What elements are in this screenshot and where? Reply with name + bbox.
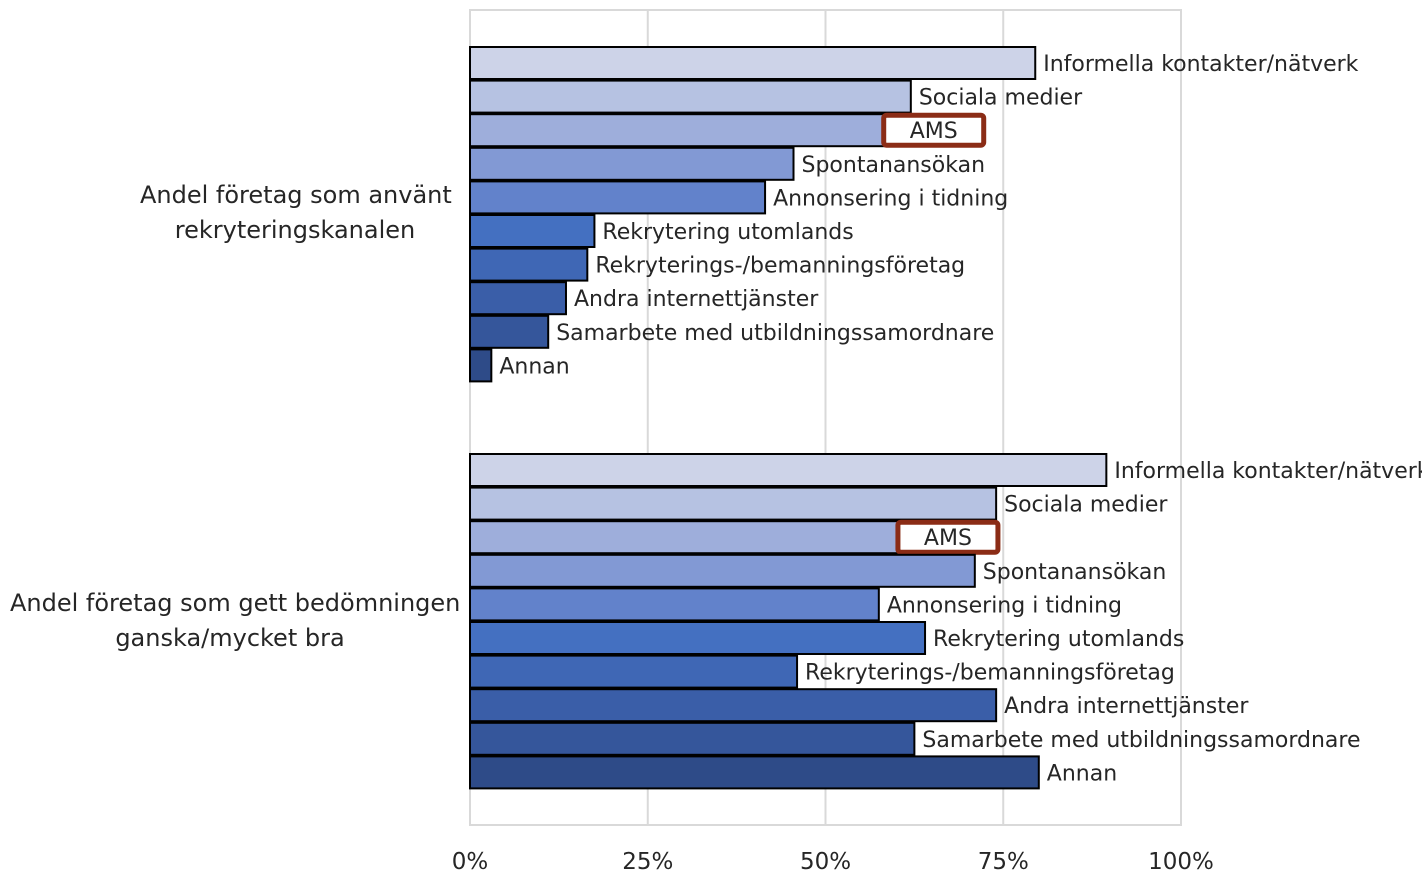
bar-rated: [469, 587, 880, 622]
bar-rated: [469, 688, 998, 723]
x-tick-label: 75%: [978, 849, 1029, 873]
bar-label: Annonsering i tidning: [887, 593, 1122, 618]
x-tick-label: 100%: [1148, 849, 1214, 873]
bar-rated: [469, 553, 976, 588]
bar-used: [469, 113, 905, 148]
group-label-rated-line1: Andel företag som gett bedömningen: [10, 589, 461, 617]
bar-rated: [469, 621, 927, 655]
bar-label: AMS: [924, 526, 972, 551]
bar-used: [469, 314, 550, 349]
bar-rated: [469, 721, 916, 756]
bar-label: Andra internettjänster: [1004, 694, 1249, 719]
bar-rated: [469, 755, 1040, 790]
x-tick-label: 50%: [800, 849, 851, 873]
group-label-used-line2: rekryteringskanalen: [174, 216, 416, 244]
bar-label: Rekrytering utomlands: [602, 220, 853, 245]
highlight-box: [881, 112, 987, 148]
group-label-rated-line2: ganska/mycket bra: [115, 624, 345, 652]
bar-label: Sociala medier: [919, 86, 1083, 111]
bar-used: [469, 46, 1037, 80]
x-tick-label: 0%: [452, 849, 489, 873]
bar-label: Spontanansökan: [802, 153, 986, 178]
bar-used: [469, 214, 596, 248]
bar-used: [469, 180, 767, 215]
bar-rated: [469, 486, 998, 521]
group-label-used-line1: Andel företag som använt: [140, 181, 452, 209]
bar-label: Samarbete med utbildningssamordnare: [922, 728, 1360, 753]
bar-label: Rekrytering utomlands: [933, 627, 1184, 652]
bar-label: Andra internettjänster: [574, 287, 819, 312]
bar-rated: [469, 453, 1108, 487]
bar-label: Samarbete med utbildningssamordnare: [556, 321, 994, 346]
bar-label: Informella kontakter/nätverk: [1114, 459, 1422, 484]
bar-rated: [469, 654, 799, 689]
bar-label: Rekryterings-/bemanningsföretag: [595, 254, 965, 279]
bar-label: Rekryterings-/bemanningsföretag: [805, 661, 1175, 686]
bar-label: Spontanansökan: [983, 560, 1167, 585]
bar-label: Informella kontakter/nätverk: [1043, 52, 1358, 77]
bar-label: Annonsering i tidning: [773, 186, 1008, 211]
bar-used: [469, 79, 912, 114]
bar-label: Sociala medier: [1004, 493, 1168, 518]
bar-used: [469, 348, 493, 383]
group-label-used: Andel företag som använt rekryteringskan…: [140, 178, 452, 248]
bar-used: [469, 247, 589, 282]
highlight-box: [895, 519, 1001, 555]
group-label-rated: Andel företag som gett bedömningen gansk…: [10, 586, 461, 656]
bar-used: [469, 146, 795, 181]
bar-label: Annan: [1047, 761, 1117, 786]
bar-rated: [469, 520, 919, 555]
x-tick-label: 25%: [622, 849, 673, 873]
bar-label: AMS: [910, 119, 958, 144]
bar-label: Annan: [499, 354, 569, 379]
bar-used: [469, 281, 567, 316]
